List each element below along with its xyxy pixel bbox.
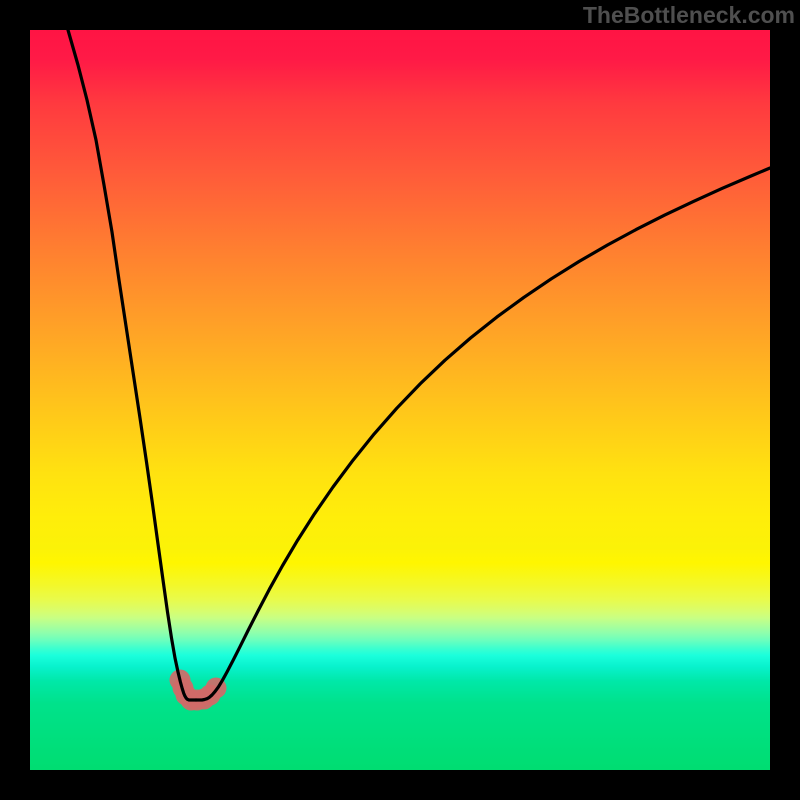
watermark-text: TheBottleneck.com <box>583 2 795 29</box>
chart-frame: TheBottleneck.com <box>0 0 800 800</box>
gradient-background <box>30 30 770 770</box>
